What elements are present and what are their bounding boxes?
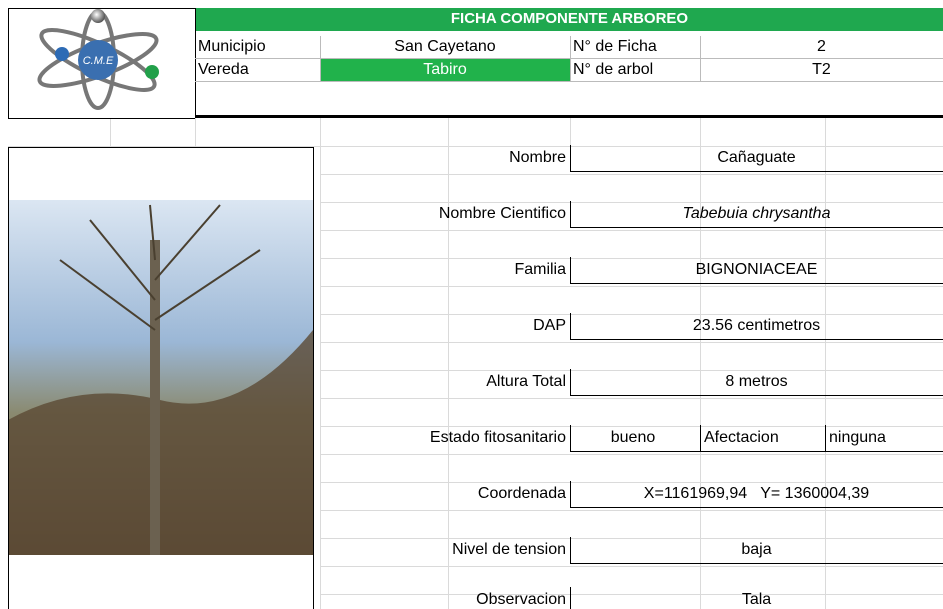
field-label: Coordenada xyxy=(477,485,566,502)
grid-line xyxy=(320,258,943,259)
grid-line xyxy=(320,174,943,175)
highlight-cell xyxy=(320,59,570,81)
branches xyxy=(59,204,261,331)
field-value: bueno xyxy=(610,429,656,446)
grid-line xyxy=(320,202,943,203)
grid-line xyxy=(195,58,943,59)
field-label: DAP xyxy=(533,317,566,334)
grid-line xyxy=(320,566,943,567)
grid-line xyxy=(570,395,943,396)
grid-line xyxy=(8,146,943,147)
grid-line xyxy=(320,342,943,343)
field-value: 8 metros xyxy=(725,373,788,390)
field-label: Nombre xyxy=(509,149,566,166)
grid-line xyxy=(570,257,571,283)
grid-line xyxy=(448,118,449,148)
field-label: Altura Total xyxy=(486,373,566,390)
grid-line xyxy=(825,425,826,451)
grid-line xyxy=(825,118,826,148)
header-label: N° de arbol xyxy=(573,61,654,78)
field-value: ninguna xyxy=(829,429,886,446)
field-label: Nombre Cientifico xyxy=(438,205,566,222)
grid-line xyxy=(570,481,571,507)
grid-line xyxy=(570,145,571,171)
header-value: T2 xyxy=(812,61,831,78)
grid-line xyxy=(570,537,571,563)
field-label: Observacion xyxy=(476,591,566,608)
grid-line xyxy=(570,313,571,339)
grid-line xyxy=(313,147,314,609)
grid-line xyxy=(448,148,449,609)
grid-line xyxy=(570,227,943,228)
field-label: Familia xyxy=(514,261,566,278)
grid-line xyxy=(570,283,943,284)
field-value: Tala xyxy=(741,591,772,608)
header-value: San Cayetano xyxy=(394,38,496,55)
grid-line xyxy=(8,118,195,119)
logo xyxy=(37,9,159,110)
grid-line xyxy=(825,148,826,609)
grid-line xyxy=(570,369,571,395)
grid-line xyxy=(570,201,571,227)
grid-line xyxy=(570,507,943,508)
grid-line xyxy=(195,118,196,148)
grid-line xyxy=(320,538,943,539)
grid-line xyxy=(570,118,571,148)
header-label: N° de Ficha xyxy=(573,38,657,55)
grid-line xyxy=(570,36,571,82)
trunk xyxy=(150,240,160,555)
grid-line xyxy=(320,454,943,455)
grid-line xyxy=(8,147,9,609)
logo-text: C.M.E xyxy=(82,55,114,67)
grid-line xyxy=(320,594,943,595)
header-value: 2 xyxy=(817,38,826,55)
grid-line xyxy=(700,148,701,609)
grid-line xyxy=(570,171,943,172)
form-title: FICHA COMPONENTE ARBOREO xyxy=(450,10,689,27)
grid-line xyxy=(320,482,943,483)
grid-line xyxy=(320,36,321,82)
grid-line xyxy=(195,115,943,118)
field-value: Afectacion xyxy=(704,429,779,446)
grid-line xyxy=(320,314,943,315)
field-value: Tabebuia chrysantha xyxy=(682,205,831,222)
grid-line xyxy=(8,8,195,9)
hillside xyxy=(8,330,313,555)
field-value: X=1161969,94 Y= 1360004,39 xyxy=(643,485,870,502)
grid-line xyxy=(320,230,943,231)
grid-line xyxy=(320,398,943,399)
grid-line xyxy=(320,510,943,511)
field-label: Nivel de tension xyxy=(452,541,566,558)
grid-line xyxy=(570,339,943,340)
grid-line xyxy=(110,118,111,148)
grid-line xyxy=(570,451,943,452)
grid-line xyxy=(8,8,9,118)
title-bar xyxy=(196,8,943,31)
field-label: Estado fitosanitario xyxy=(429,429,566,446)
field-value: BIGNONIACEAE xyxy=(695,261,818,278)
grid-line xyxy=(700,118,701,148)
grid-line xyxy=(320,286,943,287)
header-value: Tabiro xyxy=(423,61,467,78)
grid-line xyxy=(700,36,701,82)
grid-line xyxy=(700,425,701,451)
field-value: baja xyxy=(741,541,772,558)
grid-line xyxy=(570,425,571,451)
grid-line xyxy=(320,118,321,148)
grid-line xyxy=(8,147,313,148)
field-value: 23.56 centimetros xyxy=(692,317,821,334)
grid-line xyxy=(570,587,571,609)
grid-line xyxy=(320,370,943,371)
grid-line xyxy=(320,148,321,609)
header-label: Municipio xyxy=(198,38,266,55)
grid-line xyxy=(195,81,943,82)
grid-line xyxy=(570,563,943,564)
grid-line xyxy=(320,426,943,427)
grid-line xyxy=(195,8,196,118)
field-value: Cañaguate xyxy=(717,149,796,166)
header-label: Vereda xyxy=(198,61,249,78)
